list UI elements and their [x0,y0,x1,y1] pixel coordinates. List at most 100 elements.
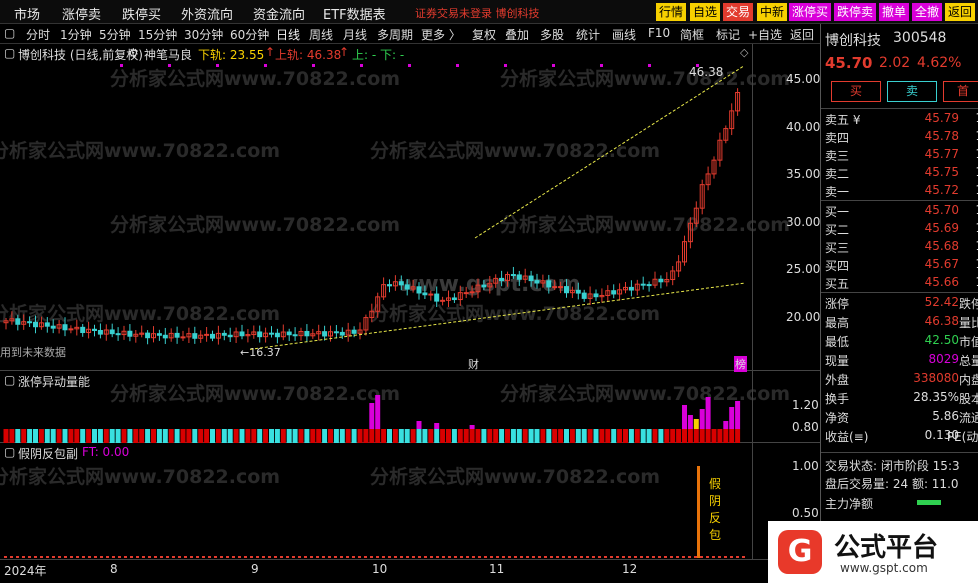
candle-body [345,329,351,336]
indicator-settings-icon[interactable]: ⚙ [128,46,139,60]
finance-marker[interactable]: 财 [468,358,479,371]
watermark: 分析家公式网www.70822.com [110,214,401,236]
lower-rail-label: 下轨: 23.55 [198,48,265,62]
vol-panel-collapse-icon[interactable]: ▢ [4,373,16,387]
bid-row[interactable]: 买五 45.66 1 [825,275,978,293]
ranking-marker[interactable]: 榜 [734,356,747,372]
period-60min[interactable]: 60分钟 [230,28,270,42]
ask-row[interactable]: 卖二 45.75 1 [825,165,978,183]
candle-body [3,320,9,324]
candle-body [434,293,440,302]
period-daily[interactable]: 日线 [276,28,301,42]
chart-corner-icon[interactable]: ◇ [740,46,749,59]
period-15min[interactable]: 15分钟 [138,28,178,42]
limitdown-sell-button[interactable]: 跌停卖 [834,3,877,21]
ind-panel-collapse-icon[interactable]: ▢ [4,445,16,459]
vol-bar [221,429,227,443]
bid-row[interactable]: 买一 45.70 1 [825,203,978,221]
ask-row[interactable]: 卖四 45.78 1 [825,129,978,147]
period-30min[interactable]: 30分钟 [184,28,224,42]
menu-limitdown-buy[interactable]: 跌停买 [122,8,162,23]
draw-button[interactable]: 画线 [612,28,637,42]
ft-baseline-dot [130,556,133,558]
period-5min[interactable]: 5分钟 [99,28,131,42]
period-monthly[interactable]: 月线 [343,28,368,42]
bid-row[interactable]: 买四 45.67 1 [825,257,978,275]
chart-collapse-icon[interactable]: ▢ [4,46,16,60]
vol-panel-title[interactable]: 涨停异动量能 [18,375,91,389]
buy-button[interactable]: 买 [831,81,881,102]
zhongxin-button[interactable]: 中新 [757,3,788,21]
back-button[interactable]: 返回 [790,28,815,42]
book-price: 45.72 [924,183,959,197]
sell-button[interactable]: 卖 [887,81,937,102]
bid-row[interactable]: 买二 45.69 1 [825,221,978,239]
vol-bar [711,429,717,443]
cancel-order-button[interactable]: 撤单 [879,3,910,21]
main-flow-label[interactable]: 主力净额 [825,497,874,511]
ind-panel-title[interactable]: 假阴反包副 [18,447,79,461]
mark-button[interactable]: 标记 [716,28,741,42]
ask-row[interactable]: 卖三 45.77 1 [825,147,978,165]
simple-frame-button[interactable]: 简框 [680,28,705,42]
candle-body [510,274,516,277]
ft-baseline-dot [364,556,367,558]
cancel-all-button[interactable]: 全撤 [912,3,943,21]
book-volume: 1 [975,129,978,143]
book-label: 卖三 [825,149,850,163]
period-timeshare[interactable]: 分时 [26,28,51,42]
overlay-button[interactable]: 叠加 [505,28,530,42]
menu-capital-flow[interactable]: 资金流向 [253,8,306,23]
ask-row[interactable]: 卖一 45.72 1 [825,183,978,201]
vol-bar [286,429,292,443]
back-top-button[interactable]: 返回 [945,3,976,21]
period-multi[interactable]: 多周期 [377,28,414,42]
vol-bar [351,429,357,443]
ft-baseline-dot [634,556,637,558]
period-weekly[interactable]: 周线 [309,28,334,42]
period-1min[interactable]: 1分钟 [60,28,92,42]
ft-baseline-dot [202,556,205,558]
menu-limitup-sell[interactable]: 涨停卖 [62,8,102,23]
adjust-button[interactable]: 复权 [472,28,497,42]
menu-etf-table[interactable]: ETF数据表 [323,8,386,23]
add-watch-button[interactable]: +自选 [748,28,783,42]
toolbar-menu-icon[interactable]: ▢ [4,26,16,40]
menu-foreign-flow[interactable]: 外资流向 [181,8,234,23]
vol-bar [56,429,62,443]
stat-label: 最低 [825,335,850,349]
watermark: 分析家公式网www.70822.com [500,383,791,405]
plot-svg[interactable] [0,44,752,559]
indicator-name[interactable]: 神笔马良 [144,48,193,62]
candle-body [151,333,156,339]
vol-bar [328,429,333,443]
bid-row[interactable]: 买三 45.68 1 [825,239,978,257]
vol-bar [133,429,139,443]
trade-button[interactable]: 交易 [723,3,754,21]
ft-baseline-dot [274,556,277,558]
watchlist-button[interactable]: 自选 [690,3,721,21]
candle-body [239,331,245,337]
stat-value: 52.42 [924,295,959,309]
price-change: 2.02 [879,55,911,71]
ft-baseline-dot [346,556,349,558]
candle-body [109,329,115,335]
period-toolbar: ▢ 分时 1分钟 5分钟 15分钟 30分钟 60分钟 日线 周线 月线 多周期… [0,24,820,44]
quote-button[interactable]: 行情 [656,3,687,21]
candle-body [80,326,86,334]
vol-bar [27,429,33,443]
multistock-button[interactable]: 多股 [540,28,565,42]
arrow-up-icon: ↑ [265,45,276,59]
login-notice[interactable]: 证券交易未登录 博创科技 [415,7,540,20]
f10-button[interactable]: F10 [648,26,671,40]
extra-order-button[interactable]: 首 [943,81,978,102]
menu-market[interactable]: 市场 [14,8,41,23]
chart-area[interactable]: 分析家公式网www.70822.com 分析家公式网www.70822.com … [0,44,820,559]
vol-bar [575,429,581,443]
limitup-buy-button[interactable]: 涨停买 [789,3,832,21]
logo-url: www.gspt.com [840,561,928,575]
signal-dot [648,64,651,67]
stats-button[interactable]: 统计 [576,28,601,42]
ask-row[interactable]: 卖五 ¥ 45.79 1 [825,111,978,129]
period-more[interactable]: 更多 〉 [421,28,461,42]
